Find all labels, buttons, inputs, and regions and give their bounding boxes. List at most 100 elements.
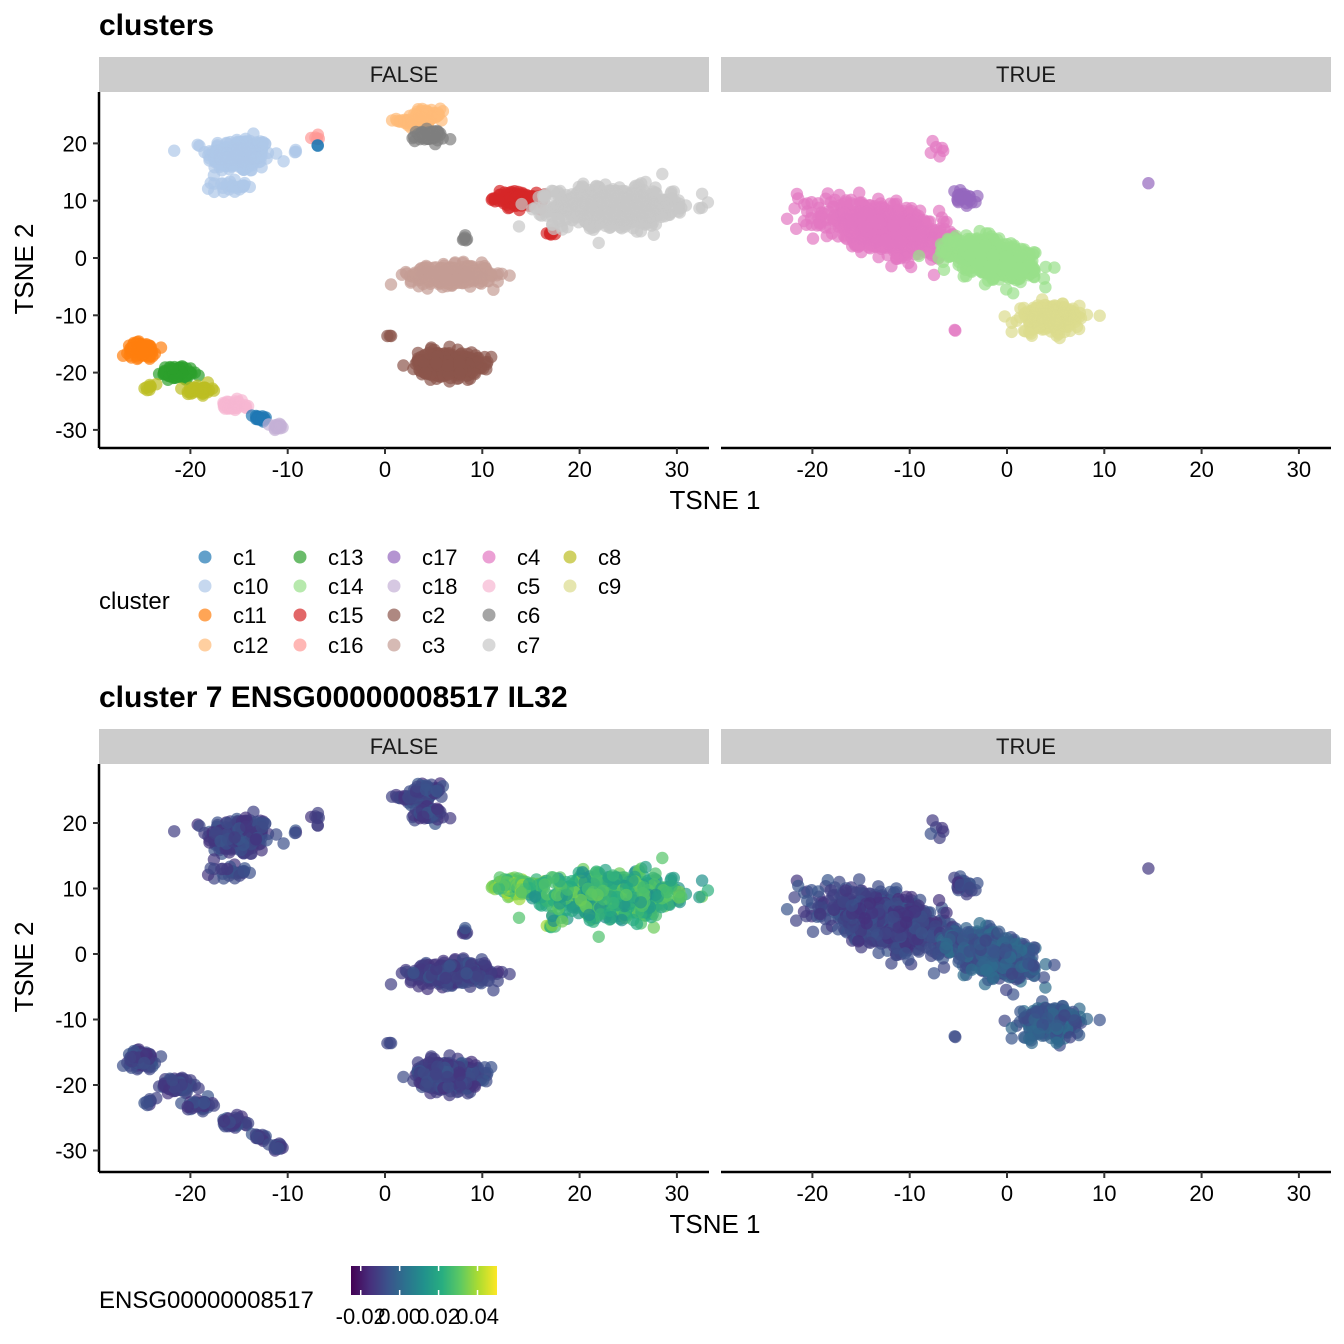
legend-item: c18 bbox=[387, 574, 457, 599]
legend-label: c1 bbox=[233, 545, 256, 570]
point bbox=[1027, 248, 1040, 261]
point bbox=[826, 211, 839, 224]
point bbox=[932, 204, 946, 218]
point bbox=[864, 242, 877, 255]
legend-key bbox=[387, 638, 401, 652]
point bbox=[492, 882, 506, 895]
point bbox=[311, 139, 324, 152]
point bbox=[193, 139, 206, 153]
y-tick-label: 0 bbox=[75, 246, 87, 271]
x-tick-label: 10 bbox=[1092, 457, 1116, 482]
point bbox=[963, 194, 976, 207]
legend-item: c12 bbox=[198, 633, 268, 658]
legend-item: c13 bbox=[293, 545, 363, 570]
point bbox=[255, 141, 269, 154]
point bbox=[215, 177, 228, 190]
legend-key bbox=[387, 550, 401, 564]
legend-key bbox=[482, 638, 496, 652]
point bbox=[852, 240, 865, 254]
point bbox=[221, 816, 234, 830]
point bbox=[260, 152, 273, 165]
legend-key bbox=[482, 579, 496, 593]
point bbox=[845, 209, 858, 222]
point bbox=[123, 342, 137, 356]
x-tick-label: 20 bbox=[1189, 457, 1213, 482]
legend-item: c5 bbox=[482, 574, 540, 599]
legend-item: c17 bbox=[387, 545, 457, 570]
point bbox=[197, 382, 211, 395]
point bbox=[193, 819, 206, 833]
point bbox=[626, 187, 639, 201]
point bbox=[912, 249, 926, 263]
legend-label: c14 bbox=[328, 574, 363, 599]
legend-item: c3 bbox=[387, 633, 445, 658]
point bbox=[430, 109, 443, 122]
legend-label: c6 bbox=[517, 603, 540, 628]
legend-item: c14 bbox=[293, 574, 363, 599]
point bbox=[630, 225, 644, 238]
point bbox=[953, 255, 966, 269]
legend-key bbox=[482, 550, 496, 564]
point bbox=[419, 367, 432, 380]
plot2-panel-false bbox=[116, 777, 715, 1157]
point bbox=[237, 156, 250, 169]
y-tick-label: 10 bbox=[63, 189, 87, 214]
point bbox=[459, 229, 472, 242]
point bbox=[1142, 177, 1155, 190]
point bbox=[939, 246, 952, 259]
point bbox=[434, 805, 447, 818]
point bbox=[824, 196, 837, 209]
point bbox=[1063, 324, 1077, 338]
point bbox=[277, 155, 290, 168]
legend-label: c11 bbox=[233, 603, 267, 628]
point bbox=[270, 147, 283, 160]
point bbox=[512, 220, 526, 233]
point bbox=[1049, 314, 1063, 327]
x-tick-label: 30 bbox=[1287, 457, 1311, 482]
legend-key bbox=[198, 550, 212, 564]
legend-item: c7 bbox=[482, 633, 540, 658]
point bbox=[384, 278, 398, 291]
point bbox=[565, 188, 579, 201]
point bbox=[434, 127, 447, 140]
point bbox=[949, 324, 962, 337]
point bbox=[980, 265, 993, 279]
x-tick-label: 10 bbox=[470, 457, 494, 482]
point bbox=[288, 826, 302, 840]
point bbox=[243, 180, 256, 194]
legend-label: c15 bbox=[328, 603, 363, 628]
point bbox=[607, 207, 620, 220]
point bbox=[937, 263, 951, 276]
point bbox=[639, 175, 652, 189]
legend-item: c6 bbox=[482, 603, 540, 628]
point bbox=[1093, 309, 1106, 322]
point bbox=[1031, 303, 1044, 316]
point bbox=[1048, 261, 1061, 274]
point bbox=[812, 197, 825, 210]
point bbox=[515, 197, 528, 211]
point bbox=[168, 825, 181, 838]
x-tick-label: 0 bbox=[1001, 457, 1013, 482]
legend-label: c12 bbox=[233, 633, 268, 658]
point bbox=[780, 212, 794, 225]
point bbox=[993, 232, 1006, 245]
legend-item: c10 bbox=[198, 574, 268, 599]
point bbox=[478, 350, 491, 364]
point bbox=[839, 196, 852, 209]
legend-label: c10 bbox=[233, 574, 268, 599]
plot1-facet-true: TRUE bbox=[721, 57, 1331, 345]
legend-key bbox=[563, 550, 577, 564]
plot1-x-axis-title: TSNE 1 bbox=[669, 485, 760, 515]
point bbox=[472, 271, 485, 284]
legend-key bbox=[198, 608, 212, 622]
point bbox=[592, 930, 605, 943]
point bbox=[260, 834, 273, 847]
x-tick-label: -20 bbox=[175, 457, 207, 482]
point bbox=[228, 831, 241, 844]
point bbox=[493, 871, 506, 884]
point bbox=[181, 385, 194, 398]
point bbox=[311, 819, 324, 832]
legend-label: c16 bbox=[328, 633, 363, 658]
point bbox=[899, 251, 912, 264]
legend-item: c2 bbox=[387, 603, 445, 628]
